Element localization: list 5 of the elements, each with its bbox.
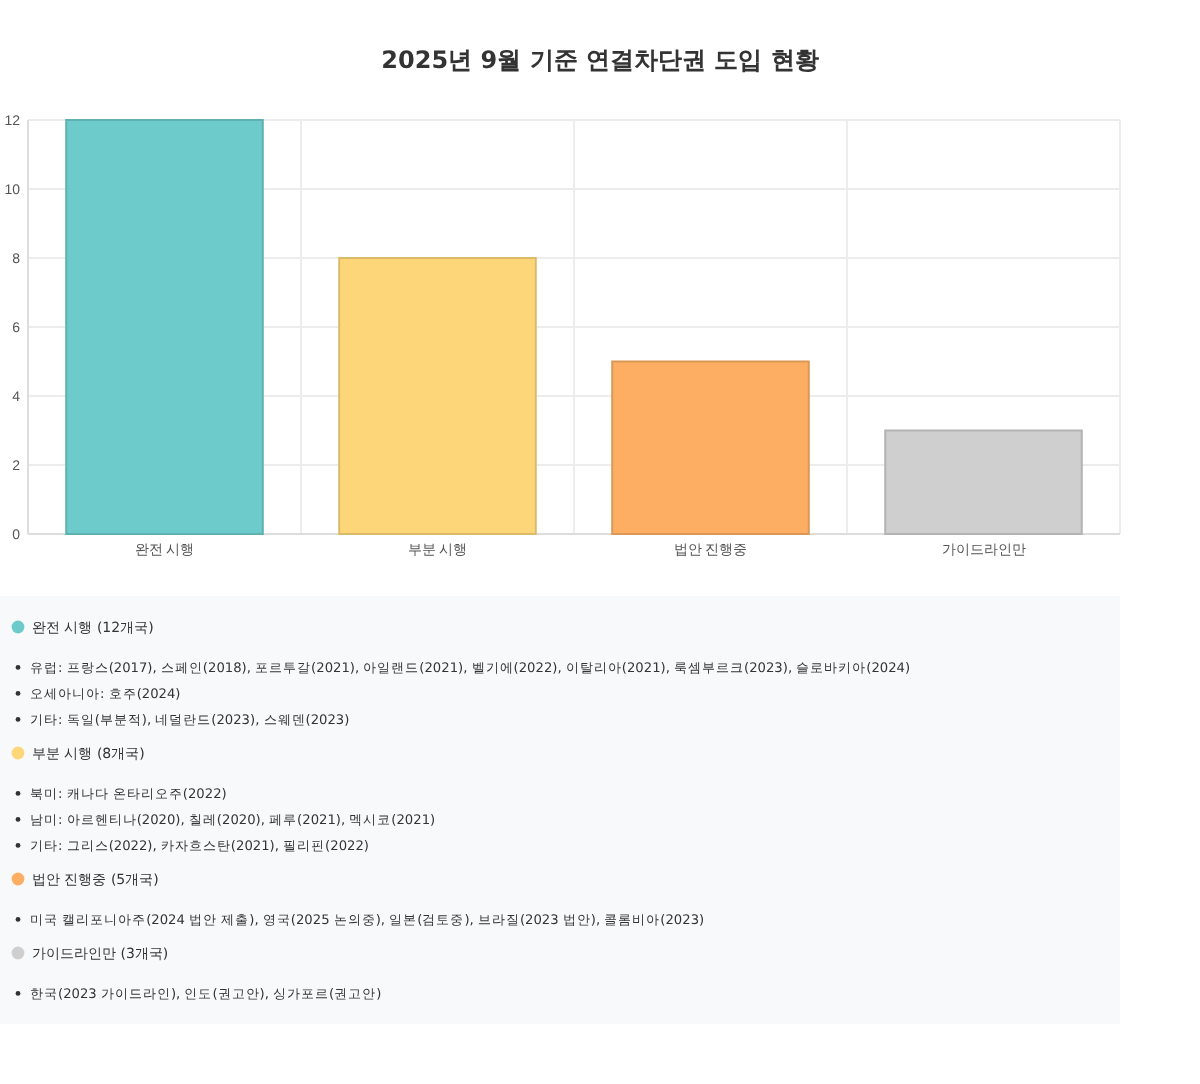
bar: [338, 257, 537, 535]
bar: [884, 429, 1083, 535]
chart-title: 2025년 9월 기준 연결차단권 도입 현황: [381, 46, 819, 74]
bar: [65, 119, 264, 535]
bar: [611, 360, 810, 535]
